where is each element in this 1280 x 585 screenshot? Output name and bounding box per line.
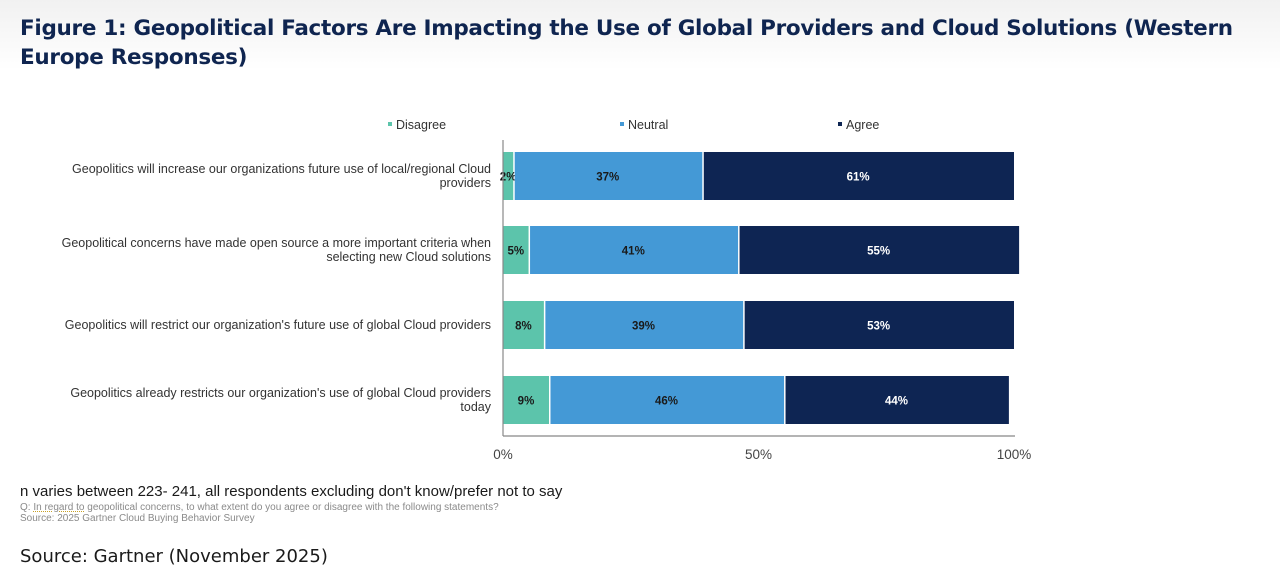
legend-swatch-neutral [620,122,624,126]
data-label-disagree: 2% [500,172,517,184]
bar-segment-disagree [503,301,544,349]
data-label-disagree: 5% [507,246,524,258]
x-tick-label: 50% [745,447,772,462]
data-label-agree: 61% [847,172,870,184]
stacked-bar-chart: Disagree Neutral Agree 2% 37% 61% Geopolitics … [62,118,1032,462]
category-label: Geopolitical concerns have made open sou… [62,236,491,250]
legend-label-disagree: Disagree [396,118,446,132]
category-label: providers [440,176,491,190]
bar-segment-agree [785,376,1009,424]
data-label-agree: 53% [867,321,890,333]
data-label-neutral: 37% [596,172,619,184]
question-rest: geopolitical concerns, to what extent do… [84,502,499,513]
data-label-agree: 44% [885,396,908,408]
bar-segment-disagree [503,376,549,424]
bar-segment-agree [744,301,1014,349]
question-underlined: In regard to [33,502,85,513]
legend-swatch-disagree [388,122,392,126]
bar-segment-disagree [503,152,514,200]
sample-size-note: n varies between 223- 241, all responden… [20,483,563,500]
category-label: Geopolitics will restrict our organizati… [65,318,491,332]
bar-segment-agree [739,226,1020,274]
category-label: today [460,400,491,414]
legend-swatch-agree [838,122,842,126]
category-label: Geopolitics already restricts our organi… [70,386,491,400]
data-label-disagree: 8% [515,321,532,333]
data-label-neutral: 46% [655,396,678,408]
figure-source: Source: Gartner (November 2025) [20,546,328,567]
bar-segment-neutral [530,226,739,274]
survey-question-note: Q: In regard to geopolitical concerns, t… [20,502,499,513]
x-tick-label: 100% [997,447,1032,462]
bar-segment-neutral [545,301,744,349]
bar-segment-agree [703,152,1014,200]
survey-source-note: Source: 2025 Gartner Cloud Buying Behavi… [20,513,255,524]
bar-segment-disagree [503,226,529,274]
data-label-disagree: 9% [518,396,535,408]
legend-label-neutral: Neutral [628,118,668,132]
category-label: selecting new Cloud solutions [326,250,491,264]
data-label-neutral: 39% [632,321,655,333]
figure-title: Figure 1: Geopolitical Factors Are Impac… [20,16,1233,70]
x-tick-label: 0% [493,447,513,462]
data-label-agree: 55% [867,246,890,258]
question-prefix: Q: [20,502,34,513]
bar-segment-neutral [550,376,785,424]
legend-label-agree: Agree [846,118,879,132]
bar-segment-neutral [514,152,703,200]
category-label: Geopolitics will increase our organizati… [72,162,491,176]
data-label-neutral: 41% [622,246,645,258]
